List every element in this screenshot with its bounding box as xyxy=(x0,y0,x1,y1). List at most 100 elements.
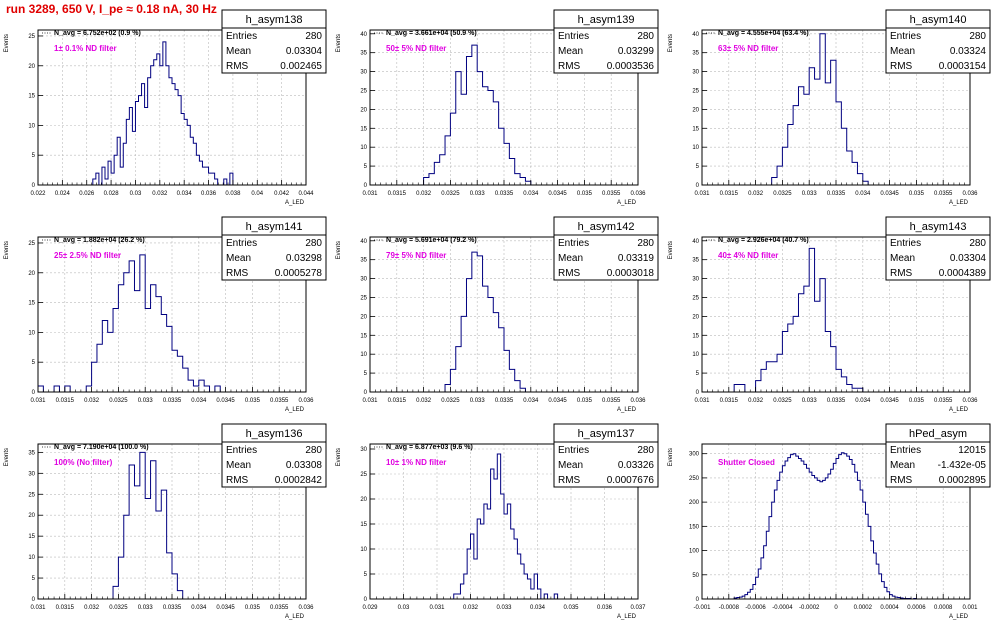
stat-value: 0.0004389 xyxy=(939,268,987,279)
y-tick-label: 30 xyxy=(360,447,367,453)
x-tick-label: 0.036 xyxy=(630,191,646,197)
y-tick-label: 40 xyxy=(360,32,367,38)
y-tick-label: 20 xyxy=(692,314,699,320)
histogram-name: h_asym138 xyxy=(246,14,303,26)
x-tick-label: 0.033 xyxy=(470,191,486,197)
histogram-name: h_asym141 xyxy=(246,221,303,233)
histogram-name: h_asym139 xyxy=(578,14,635,26)
stat-value: 280 xyxy=(969,238,986,249)
stats-box: h_asym142 Entries 280 Mean 0.03319 RMS 0.00030… xyxy=(553,216,659,281)
y-tick-label: 25 xyxy=(360,295,367,301)
y-axis: 0 5 10 15 20 25 30 35 40 xyxy=(692,239,707,396)
navg-label: N_avg = 1.882e+04 (26.2 %) xyxy=(54,237,145,244)
stat-label: Mean xyxy=(558,460,583,471)
stat-label: RMS xyxy=(226,268,249,279)
stat-label: RMS xyxy=(226,475,249,486)
x-tick-label: 0.032 xyxy=(84,605,100,611)
histogram-line xyxy=(453,453,559,600)
stats-box-frame xyxy=(553,9,659,74)
x-axis-label: A_LED xyxy=(949,200,969,206)
x-tick-label: 0.035 xyxy=(577,191,593,197)
x-tick-label: 0.031 xyxy=(694,398,710,404)
x-tick-label: 0.0325 xyxy=(441,191,460,197)
x-tick-label: 0.037 xyxy=(630,605,646,611)
stat-value: 0.03298 xyxy=(286,253,323,264)
x-tick-label: 0.033 xyxy=(802,191,818,197)
x-tick-label: 0.0002 xyxy=(854,605,873,611)
y-tick-label: 35 xyxy=(360,258,367,264)
x-tick-label: -0.001 xyxy=(693,605,711,611)
x-tick-label: 0 xyxy=(834,605,838,611)
x-tick-label: 0.03 xyxy=(398,605,410,611)
stats-box: h_asym143 Entries 280 Mean 0.03304 RMS 0.00043… xyxy=(885,216,991,281)
x-tick-label: 0.032 xyxy=(463,605,479,611)
histogram-name: h_asym137 xyxy=(578,428,635,440)
y-axis: 0 5 10 15 20 25 30 35 40 xyxy=(692,32,707,189)
x-tick-label: 0.0315 xyxy=(56,398,75,404)
y-tick-label: 15 xyxy=(28,301,35,307)
y-tick-label: 15 xyxy=(360,333,367,339)
x-tick-label: 0.0006 xyxy=(907,605,926,611)
histogram-line xyxy=(37,254,221,393)
stat-label: Mean xyxy=(890,253,915,264)
x-axis-label: A_LED xyxy=(617,614,637,620)
histogram-h_asym136: 0.031 0.0315 0.032 0.0325 0.033 0.0335 0.034 0.… xyxy=(4,423,327,620)
x-tick-label: 0.034 xyxy=(855,191,871,197)
stat-label: Entries xyxy=(558,238,589,249)
stat-value: 280 xyxy=(305,445,322,456)
filter-label: 100% (No filter) xyxy=(54,458,113,467)
x-tick-label: 0.022 xyxy=(30,191,46,197)
y-tick-label: 40 xyxy=(692,32,699,38)
filter-label: 10± 1% ND filter xyxy=(386,458,446,467)
histogram-h_asym143: 0.031 0.0315 0.032 0.0325 0.033 0.0335 0.034 0.… xyxy=(668,216,991,413)
x-tick-label: 0.0345 xyxy=(216,398,235,404)
y-tick-label: 15 xyxy=(692,333,699,339)
stat-value: 0.03319 xyxy=(618,253,655,264)
y-axis-label: Events xyxy=(668,241,674,259)
histogram-pad-h_asym143: 0.031 0.0315 0.032 0.0325 0.033 0.0335 0.034 0.… xyxy=(664,216,994,422)
histogram-pad-h_asym139: 0.031 0.0315 0.032 0.0325 0.033 0.0335 0.034 0.… xyxy=(332,9,662,215)
y-tick-label: 30 xyxy=(692,70,699,76)
y-axis-label: Events xyxy=(4,241,10,259)
y-tick-label: 35 xyxy=(28,450,35,456)
x-axis-label: A_LED xyxy=(285,614,305,620)
histogram-pad-h_asym141: 0.031 0.0315 0.032 0.0325 0.033 0.0335 0.034 0.… xyxy=(0,216,330,422)
y-tick-label: 15 xyxy=(28,94,35,100)
histogram-line xyxy=(112,451,184,599)
filter-label: 25± 2.5% ND filter xyxy=(54,251,121,260)
y-tick-label: 15 xyxy=(692,126,699,132)
x-tick-label: 0.0325 xyxy=(109,605,128,611)
y-tick-label: 20 xyxy=(28,271,35,277)
y-tick-label: 100 xyxy=(689,549,700,555)
y-tick-label: 250 xyxy=(689,476,700,482)
stat-label: Mean xyxy=(890,46,915,57)
stat-label: RMS xyxy=(558,475,581,486)
y-tick-label: 25 xyxy=(360,88,367,94)
x-tick-label: 0.026 xyxy=(79,191,95,197)
x-tick-label: -0.0004 xyxy=(772,605,793,611)
y-tick-label: 15 xyxy=(360,126,367,132)
stat-label: Mean xyxy=(226,46,251,57)
stat-value: 280 xyxy=(305,31,322,42)
x-tick-label: 0.0345 xyxy=(880,191,899,197)
stat-label: Mean xyxy=(558,46,583,57)
stat-value: 0.03304 xyxy=(950,253,987,264)
histogram-pad-h_asym136: 0.031 0.0315 0.032 0.0325 0.033 0.0335 0.034 0.… xyxy=(0,423,330,629)
histogram-name: h_asym136 xyxy=(246,428,303,440)
navg-label: N_avg = 6.877e+03 (9.6 %) xyxy=(386,444,473,451)
filter-label: 63± 5% ND filter xyxy=(718,44,778,53)
y-tick-label: 5 xyxy=(364,164,368,170)
stat-label: RMS xyxy=(890,475,913,486)
x-tick-label: 0.0355 xyxy=(602,191,621,197)
stats-box-frame xyxy=(553,216,659,281)
y-tick-label: 10 xyxy=(692,145,699,151)
histogram-name: h_asym140 xyxy=(910,14,967,26)
stats-box: hPed_asym Entries 12015 Mean -1.432e-05 RMS 0.… xyxy=(885,423,991,488)
y-tick-label: 10 xyxy=(28,330,35,336)
filter-label: 1± 0.1% ND filter xyxy=(54,44,117,53)
y-tick-label: 20 xyxy=(28,513,35,519)
x-tick-label: 0.036 xyxy=(630,398,646,404)
y-axis-label: Events xyxy=(336,34,342,52)
stat-label: Mean xyxy=(226,253,251,264)
y-tick-label: 30 xyxy=(360,277,367,283)
